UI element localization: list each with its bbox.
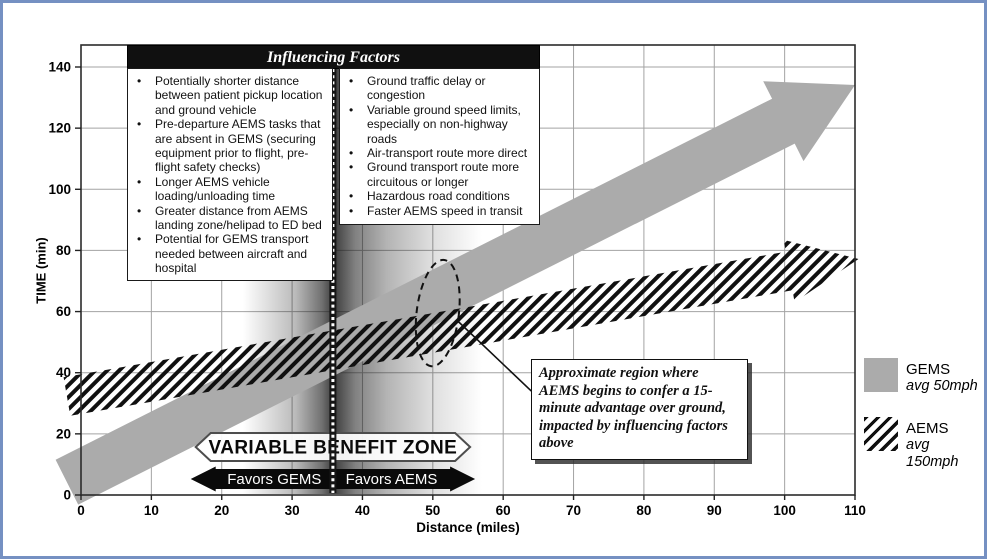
influencing-factors-title: Influencing Factors bbox=[127, 45, 540, 69]
x-tick-label: 60 bbox=[496, 503, 511, 518]
favors-aems-label: Favors AEMS bbox=[346, 471, 438, 488]
y-tick-label: 80 bbox=[56, 243, 71, 258]
factors-list-ground-side: Ground traffic delay or congestionVariab… bbox=[339, 68, 540, 225]
aems-arrow bbox=[63, 239, 859, 416]
factor-item: Hazardous road conditions bbox=[340, 189, 536, 204]
x-axis-title: Distance (miles) bbox=[416, 520, 520, 535]
x-tick-label: 0 bbox=[77, 503, 85, 518]
x-tick-label: 80 bbox=[636, 503, 651, 518]
aems-hatched-swatch bbox=[864, 417, 898, 451]
x-tick-label: 10 bbox=[144, 503, 159, 518]
factors-list-air-side: Potentially shorter distance between pat… bbox=[127, 68, 333, 281]
y-axis-title: TIME (min) bbox=[33, 237, 49, 304]
factor-item: Pre-departure AEMS tasks that are absent… bbox=[128, 117, 329, 175]
factor-item: Potential for GEMS transport needed betw… bbox=[128, 232, 329, 275]
factor-item: Longer AEMS vehicle loading/unloading ti… bbox=[128, 175, 329, 204]
y-tick-label: 100 bbox=[48, 182, 71, 197]
y-tick-label: 40 bbox=[56, 365, 71, 380]
approx-region-callout: Approximate region where AEMS begins to … bbox=[531, 359, 748, 460]
callout-leader-line bbox=[456, 320, 532, 392]
x-tick-label: 70 bbox=[566, 503, 581, 518]
y-tick-label: 0 bbox=[63, 488, 71, 503]
approx-region-ellipse bbox=[414, 258, 461, 368]
factor-item: Greater distance from AEMS landing zone/… bbox=[128, 204, 329, 233]
legend-label-aems: AEMS bbox=[906, 420, 949, 437]
x-tick-label: 100 bbox=[773, 503, 796, 518]
legend-speed-aems: avg 150mph bbox=[906, 437, 959, 470]
x-tick-label: 90 bbox=[707, 503, 722, 518]
legend-item-gems: GEMS avg 50mph bbox=[864, 358, 982, 395]
axis-tick-labels: 0 10 20 30 40 50 60 70 80 90 100 110 0 20 40 60 80 100 120… bbox=[48, 60, 865, 519]
gems-arrow bbox=[55, 81, 856, 505]
y-tick-label: 60 bbox=[56, 304, 71, 319]
gems-solid-swatch bbox=[864, 358, 898, 392]
y-tick-label: 140 bbox=[48, 60, 71, 75]
factor-item: Faster AEMS speed in transit bbox=[340, 204, 536, 219]
legend-item-aems: AEMS avg 150mph bbox=[864, 417, 982, 471]
y-tick-label: 20 bbox=[56, 426, 71, 441]
factor-item: Potentially shorter distance between pat… bbox=[128, 74, 329, 117]
legend-label-gems: GEMS bbox=[906, 361, 951, 378]
factor-item: Air-transport route more direct bbox=[340, 146, 536, 161]
legend: GEMS avg 50mph AEMS avg 150mph bbox=[864, 358, 982, 493]
factor-item: Ground transport route more circuitous o… bbox=[340, 160, 536, 189]
x-tick-label: 40 bbox=[355, 503, 370, 518]
x-tick-label: 20 bbox=[214, 503, 229, 518]
x-tick-label: 30 bbox=[285, 503, 300, 518]
factor-item: Ground traffic delay or congestion bbox=[340, 74, 536, 103]
favors-gems-label: Favors GEMS bbox=[227, 471, 321, 488]
x-tick-label: 110 bbox=[844, 503, 866, 518]
x-tick-label: 50 bbox=[425, 503, 440, 518]
axis-ticks bbox=[75, 66, 856, 500]
factor-item: Variable ground speed limits, especially… bbox=[340, 103, 536, 146]
legend-speed-gems: avg 50mph bbox=[906, 378, 978, 394]
y-tick-label: 120 bbox=[48, 121, 71, 136]
